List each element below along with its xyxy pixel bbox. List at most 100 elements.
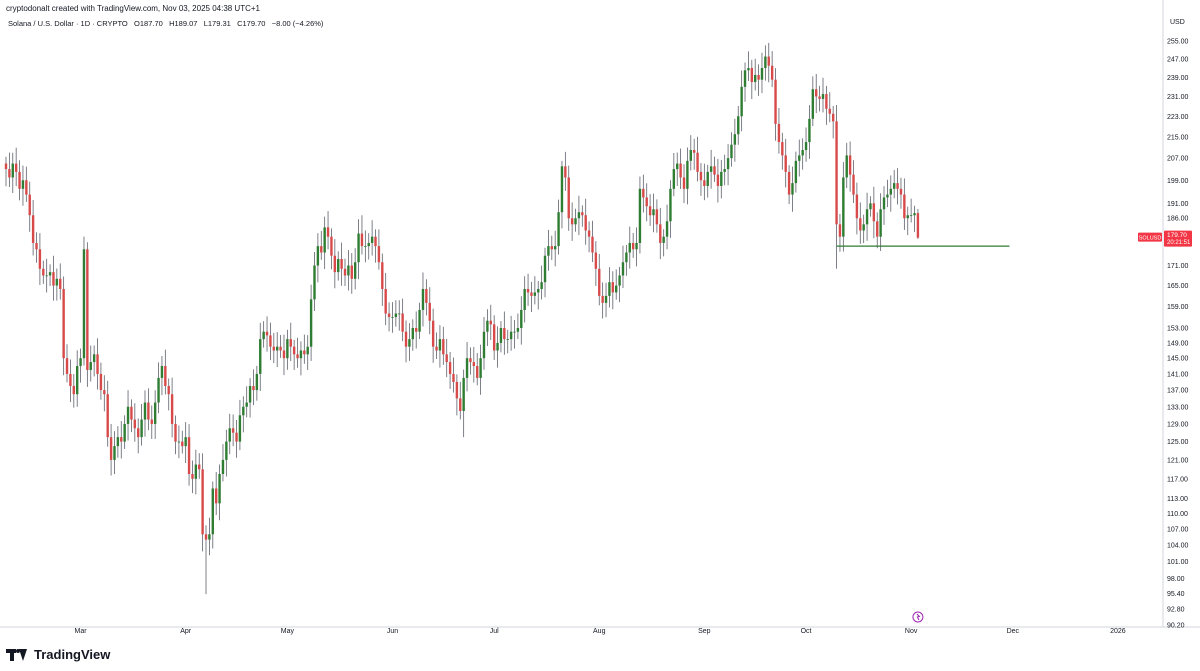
candle-body [547,246,550,256]
candle-body [469,358,472,363]
candle-body [89,362,92,370]
candle-body [625,252,628,263]
candle-body [665,221,669,237]
candle-body [255,373,259,391]
candle-body [689,150,692,161]
candle-body [862,224,865,231]
legend-high: H189.07 [169,19,198,28]
candle-body [374,236,377,247]
candle-body [137,428,140,438]
candle-body [187,437,191,475]
candle-body [286,339,289,359]
candle-body [238,415,242,442]
candle-body [428,302,431,321]
currency-label[interactable]: USD [1170,19,1185,26]
candle-body [899,188,903,195]
candle-body [204,534,208,540]
candle-body [21,180,25,189]
candle-body [245,402,248,407]
candle-body [38,249,42,269]
candle-body [669,188,672,222]
price-axis-group: 255.00 247.00 239.00 231.00 223.00 215.00 207.… [0,0,1200,630]
candle-body [96,354,99,374]
candle-body [516,328,520,332]
candle-body [784,155,787,172]
candle-body [320,246,323,253]
candle-body [733,134,737,145]
candle-body [886,194,889,198]
candle-body [8,169,11,178]
candle-body [160,366,164,378]
candle-body [323,227,326,253]
candle-body [486,320,489,332]
time-tick-label: Dec [1007,628,1020,635]
candle-body [767,56,770,66]
candle-body [859,218,862,231]
legend-symbol[interactable]: Solana / U.S. Dollar · 1D · CRYPTO [8,19,128,28]
candle-body [896,183,899,189]
candle-body [747,68,750,71]
candle-body [455,381,459,399]
candle-body [225,441,228,460]
candle-body [628,242,631,253]
candle-body [567,177,570,219]
candle-body [116,437,120,447]
candle-body [618,275,621,286]
candle-body [492,324,496,351]
candle-body [611,282,615,293]
candle-body [65,358,69,374]
candle-body [133,419,137,429]
candle-body [852,174,855,195]
candle-body [855,194,859,219]
price-tick-label: 165.00 [1167,283,1189,290]
time-tick-label: May [281,628,295,635]
tradingview-logo[interactable]: TradingView [6,647,110,662]
time-tick-label: Aug [593,628,606,635]
candle-body [177,441,181,443]
candle-body [48,272,52,276]
candle-body [916,213,920,238]
candle-body [635,242,638,250]
candle-body [306,346,309,355]
candle-body [384,288,387,314]
legend-low: L179.31 [203,19,231,28]
candle-body [316,246,320,266]
candle-body [692,150,696,153]
candle-body [818,96,821,99]
candle-body [672,169,676,189]
candle-body [781,142,784,156]
candle-body [591,236,594,253]
price-tick-label: 247.00 [1167,56,1189,63]
candle-body [828,108,831,114]
price-tick-label: 191.00 [1167,201,1189,208]
candle-body [482,331,486,359]
candle-body [584,215,587,231]
time-tick-label: Jun [387,628,398,635]
price-tick-label: 239.00 [1167,75,1189,82]
candle-body [86,249,89,370]
candle-body [750,68,754,83]
candle-body [679,163,682,178]
price-tick-label: 171.00 [1167,263,1189,270]
candle-body [150,419,153,424]
price-tick-label: 199.00 [1167,178,1189,185]
time-tick-label: Oct [801,628,812,635]
countdown-text: 20:21:51 [1167,240,1191,246]
time-tick-label: Nov [905,628,918,635]
candle-body [242,406,245,416]
candle-body [289,339,292,347]
price-tick-label: 145.00 [1167,356,1189,363]
candle-body [143,402,147,420]
candle-body [360,233,364,247]
candle-body [726,158,730,170]
candle-body [503,328,506,340]
candle-body [170,394,174,424]
candle-body [777,123,781,143]
candle-body [157,377,160,403]
candle-body [333,255,337,273]
candle-body [228,428,231,442]
price-tick-label: 186.00 [1167,216,1189,223]
candle-body [845,155,848,178]
